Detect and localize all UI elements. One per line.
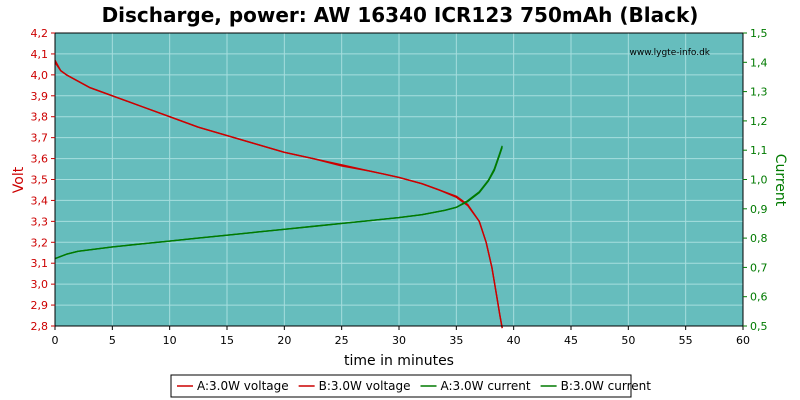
- y-right-tick-label: 1,2: [750, 115, 768, 128]
- y-axis-right: 0,5 0,6 0,7 0,8 0,9 1,0 1,1 1,2 1,3 1,4 1,5: [743, 27, 768, 333]
- x-axis: 0 5 10 15 20 25 30 35 40 45 50 55 60: [52, 326, 750, 347]
- legend-label-a-3-0w-voltage: A:3.0W voltage: [197, 379, 289, 393]
- y-axis-left-label: Volt: [11, 166, 27, 193]
- data-series: [54, 59, 503, 329]
- y-right-tick-label: 0,9: [750, 203, 768, 216]
- x-tick-label: 60: [736, 334, 750, 347]
- legend-box: [170, 374, 632, 398]
- y-right-tick-label: 1,1: [750, 144, 768, 157]
- chart-title: Discharge, power: AW 16340 ICR123 750mAh…: [102, 3, 699, 27]
- y-left-tick-label: 3,8: [31, 111, 49, 124]
- y-left-tick-label: 3,2: [31, 236, 49, 249]
- x-tick-label: 25: [335, 334, 349, 347]
- y-left-tick-label: 3,4: [31, 194, 49, 207]
- y-left-tick-label: 4,1: [31, 48, 49, 61]
- y-right-tick-label: 1,0: [750, 174, 768, 187]
- y-right-tick-label: 1,4: [750, 56, 768, 69]
- y-right-tick-label: 1,5: [750, 27, 768, 40]
- y-left-tick-label: 2,8: [31, 320, 49, 333]
- legend-label-a-3-0w-current: A:3.0W current: [441, 379, 531, 393]
- y-right-tick-label: 0,7: [750, 261, 768, 274]
- y-right-tick-label: 0,6: [750, 291, 768, 304]
- series-line-b-3-0w-current: [54, 145, 503, 260]
- legend: A:3.0W voltage B:3.0W voltage A:3.0W curre…: [170, 374, 652, 398]
- y-left-tick-label: 3,9: [31, 90, 49, 103]
- y-left-tick-label: 3,3: [31, 215, 49, 228]
- y-left-tick-label: 4,2: [31, 27, 49, 40]
- y-left-tick-label: 3,7: [31, 132, 49, 145]
- y-left-tick-label: 3,1: [31, 257, 49, 270]
- legend-label-b-3-0w-voltage: B:3.0W voltage: [319, 379, 411, 393]
- x-tick-label: 5: [109, 334, 116, 347]
- x-axis-label: time in minutes: [344, 353, 454, 369]
- x-tick-label: 35: [449, 334, 463, 347]
- y-right-tick-label: 1,3: [750, 86, 768, 99]
- x-tick-label: 10: [163, 334, 177, 347]
- y-left-tick-label: 3,5: [31, 174, 49, 187]
- x-tick-label: 45: [564, 334, 578, 347]
- y-right-tick-label: 0,5: [750, 320, 768, 333]
- grid-lines: [55, 33, 743, 326]
- x-tick-label: 30: [392, 334, 406, 347]
- y-right-tick-label: 0,8: [750, 232, 768, 245]
- y-left-tick-label: 3,6: [31, 153, 49, 166]
- y-left-tick-label: 3,0: [31, 278, 49, 291]
- y-left-tick-label: 2,9: [31, 299, 49, 312]
- y-left-tick-label: 4,0: [31, 69, 49, 82]
- x-tick-label: 40: [507, 334, 521, 347]
- y-axis-left: 2,8 2,9 3,0 3,1 3,2 3,3 3,4 3,5 3,6 3,7 3,8 3,9 4,0 4…: [31, 27, 55, 333]
- y-axis-right-label: Current: [772, 154, 788, 207]
- series-line-b-3-0w-voltage: [54, 59, 503, 329]
- watermark: www.lygte-info.dk: [630, 48, 711, 58]
- legend-label-b-3-0w-current: B:3.0W current: [561, 379, 652, 393]
- x-tick-label: 20: [277, 334, 291, 347]
- x-tick-label: 55: [679, 334, 693, 347]
- x-tick-label: 50: [621, 334, 635, 347]
- x-tick-label: 15: [220, 334, 234, 347]
- x-tick-label: 0: [52, 334, 59, 347]
